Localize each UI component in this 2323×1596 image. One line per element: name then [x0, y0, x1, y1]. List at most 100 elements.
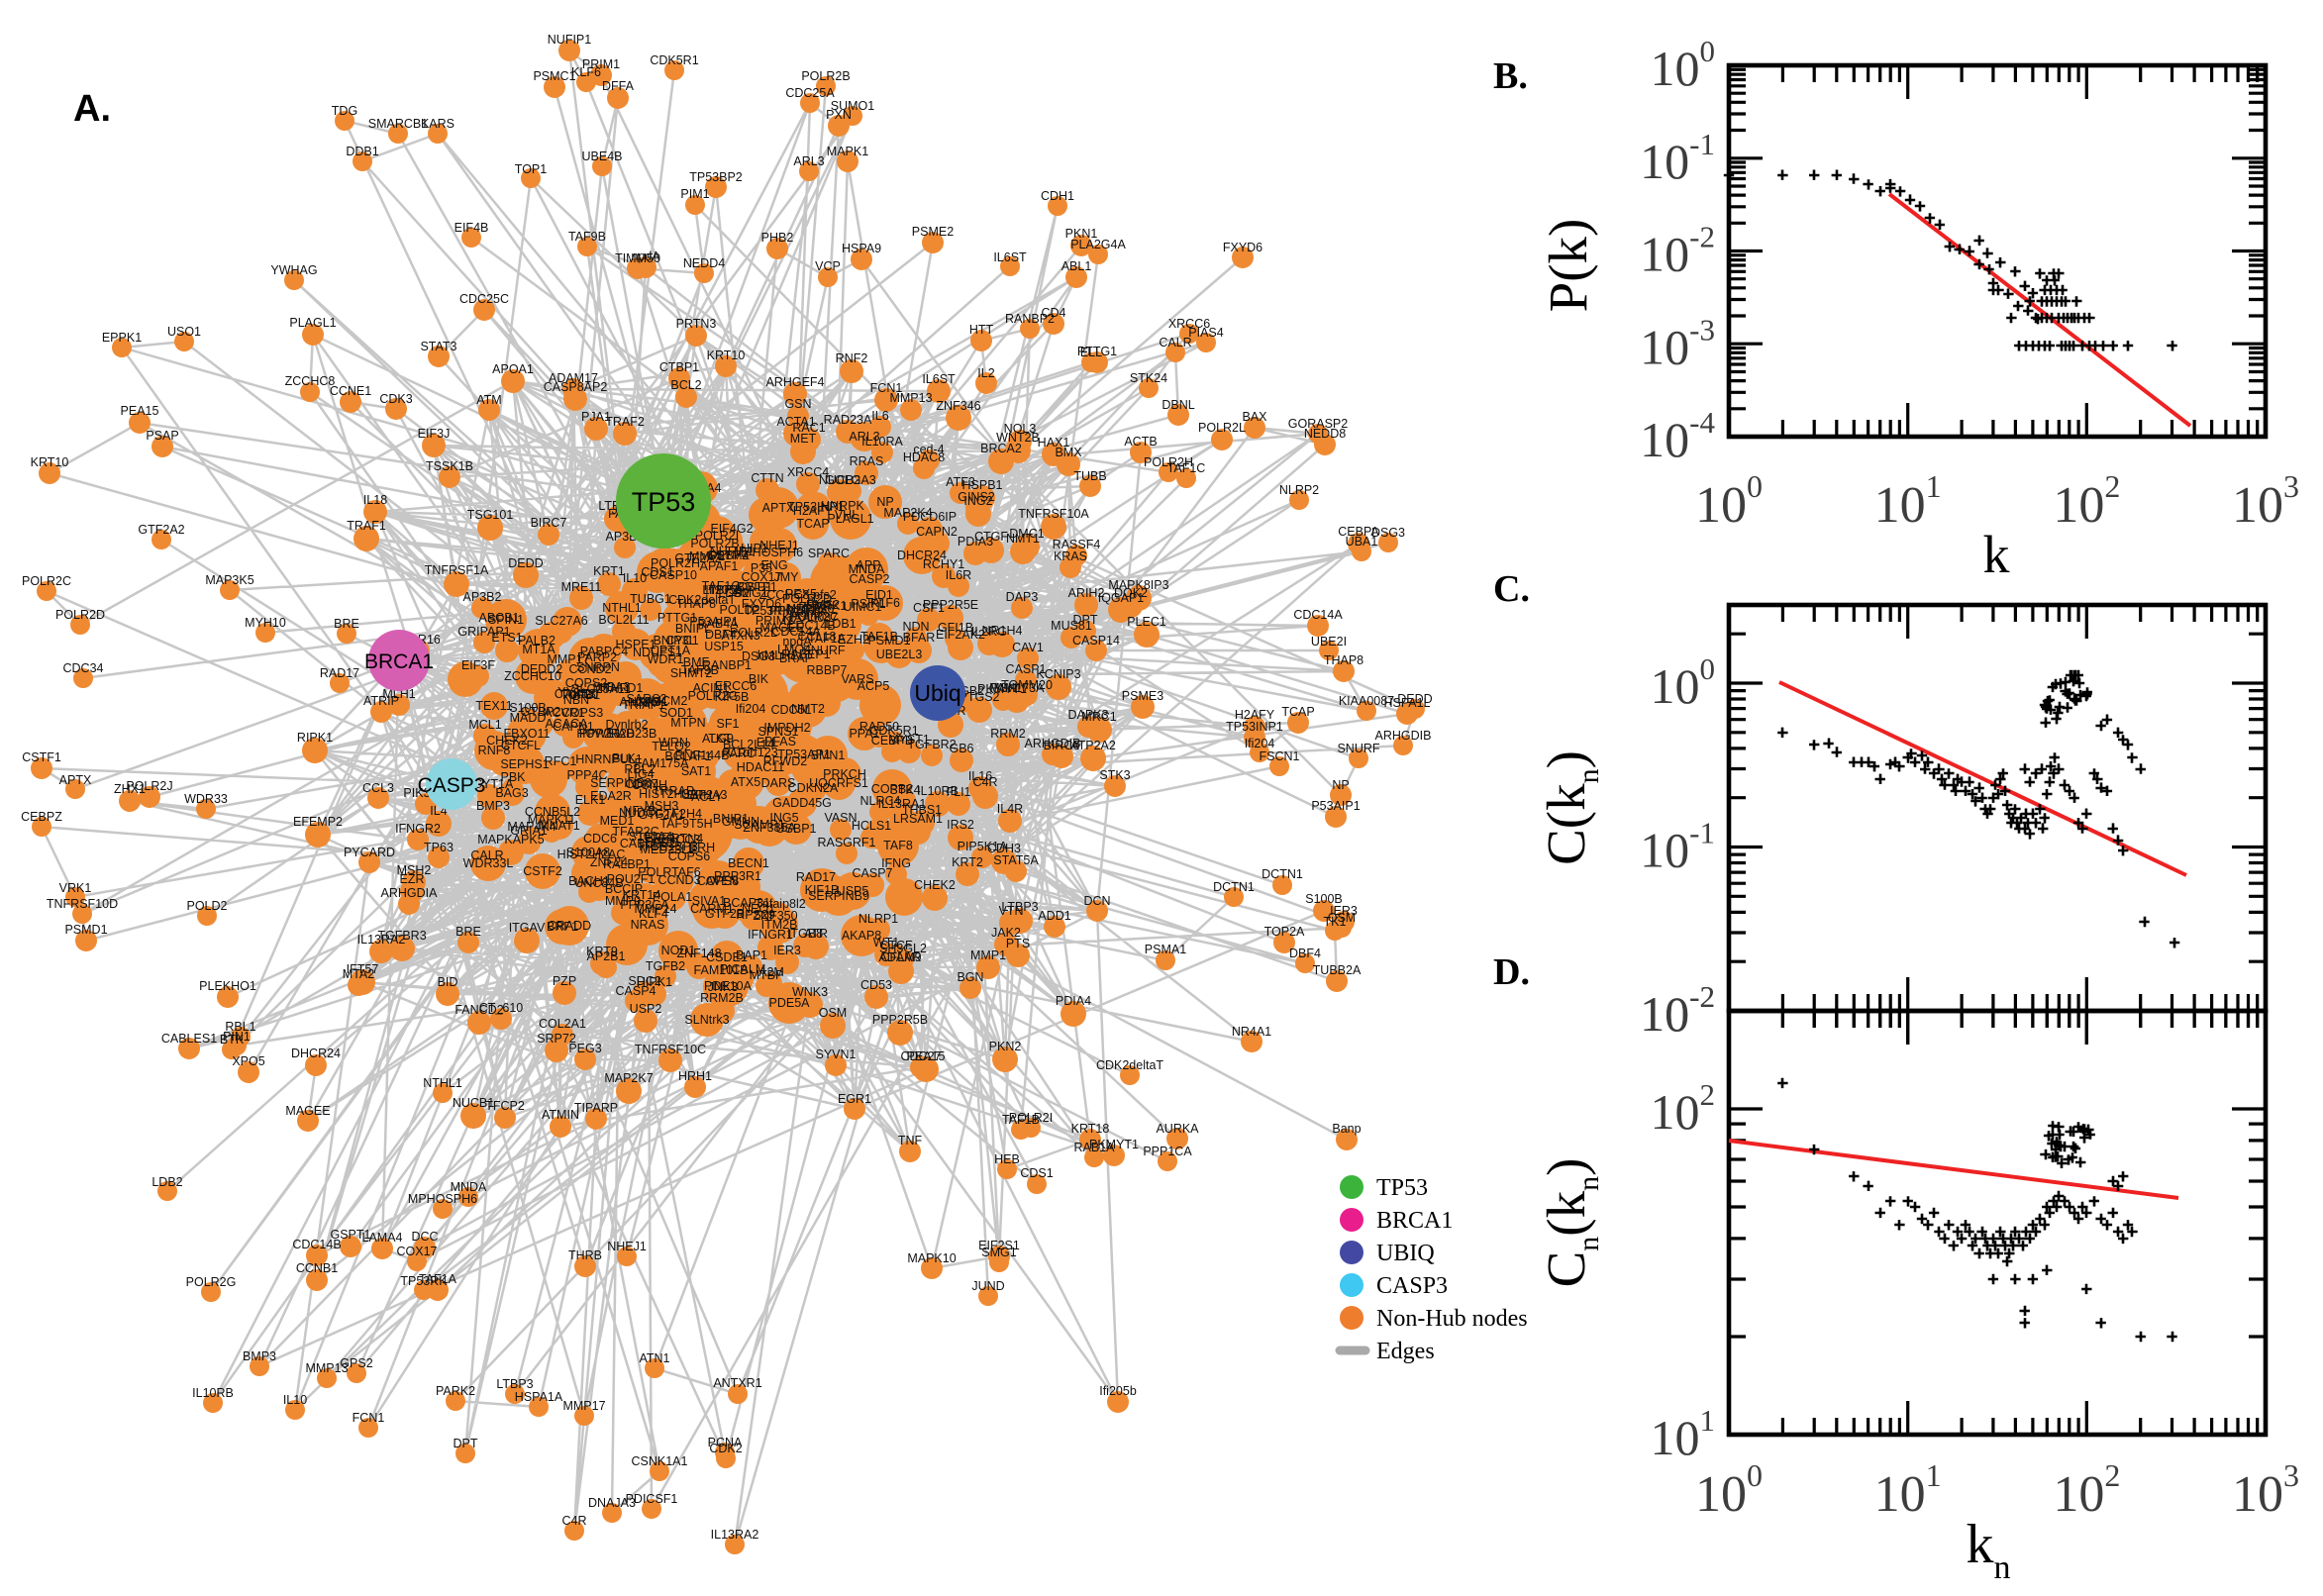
svg-text:CDC25C: CDC25C	[459, 292, 509, 306]
svg-text:HRK: HRK	[630, 696, 656, 710]
svg-text:TUBB: TUBB	[1073, 469, 1106, 483]
svg-text:SIVA1: SIVA1	[692, 894, 727, 908]
svg-text:PMS2: PMS2	[806, 598, 840, 612]
svg-text:DCTN1: DCTN1	[1213, 880, 1255, 894]
svg-text:SF1: SF1	[717, 717, 740, 731]
svg-text:TGFBR3: TGFBR3	[377, 929, 426, 943]
svg-text:PDE10A: PDE10A	[704, 979, 753, 993]
svg-text:FCN1: FCN1	[353, 1411, 385, 1425]
svg-text:MRPL36: MRPL36	[786, 602, 835, 616]
svg-text:EGR1: EGR1	[838, 1092, 871, 1106]
svg-text:PEX5: PEX5	[785, 587, 817, 601]
svg-text:ACACA: ACACA	[545, 717, 588, 731]
svg-text:PYCARD: PYCARD	[344, 846, 395, 859]
svg-text:EIF4G2: EIF4G2	[710, 522, 753, 536]
svg-text:GTF2A2: GTF2A2	[138, 523, 184, 537]
svg-text:HSPA9: HSPA9	[842, 242, 881, 255]
svg-text:CDC14A: CDC14A	[1293, 608, 1343, 622]
svg-text:LTBP3: LTBP3	[496, 1377, 533, 1391]
svg-text:TP53INP1: TP53INP1	[1226, 720, 1283, 734]
svg-text:HEB: HEB	[994, 1152, 1020, 1166]
svg-text:KRAS: KRAS	[1054, 549, 1087, 563]
svg-text:UBE4B: UBE4B	[582, 150, 623, 163]
svg-text:PIAS4: PIAS4	[1188, 326, 1223, 340]
svg-text:BRCA2: BRCA2	[980, 442, 1022, 455]
svg-text:PDIA3: PDIA3	[958, 535, 993, 549]
svg-text:PDE5A: PDE5A	[769, 996, 811, 1010]
svg-text:POLR2L: POLR2L	[730, 626, 777, 640]
svg-text:TAF1C: TAF1C	[1167, 461, 1206, 475]
svg-text:DCC: DCC	[411, 1230, 438, 1244]
svg-text:FAM101B: FAM101B	[694, 963, 749, 977]
svg-text:KRT9: KRT9	[586, 945, 618, 958]
svg-text:HNRNPUL1: HNRNPUL1	[575, 752, 642, 766]
svg-text:SERPINB9: SERPINB9	[808, 889, 869, 903]
svg-text:MRC1: MRC1	[1081, 710, 1116, 724]
svg-text:PLA2G4A: PLA2G4A	[1070, 238, 1126, 251]
svg-text:YY1: YY1	[557, 685, 581, 699]
svg-text:HTT: HTT	[969, 323, 994, 337]
svg-text:TOMM20: TOMM20	[1001, 678, 1053, 692]
svg-text:LAMA4: LAMA4	[362, 1231, 403, 1245]
svg-text:NLRP2: NLRP2	[1279, 483, 1319, 497]
svg-text:NOL3: NOL3	[1004, 422, 1037, 436]
svg-text:ITGAV: ITGAV	[509, 921, 546, 935]
svg-text:IL2RG: IL2RG	[971, 625, 1007, 639]
svg-text:ELL: ELL	[1080, 346, 1102, 359]
svg-text:MET: MET	[790, 432, 817, 446]
svg-text:NOD1: NOD1	[661, 944, 696, 957]
svg-text:TAF9B: TAF9B	[681, 663, 719, 677]
svg-text:DCTN1: DCTN1	[1262, 867, 1303, 881]
svg-text:CDK2deltaT: CDK2deltaT	[1096, 1058, 1163, 1072]
svg-text:CTTN: CTTN	[751, 471, 783, 485]
svg-text:PIN1: PIN1	[223, 1030, 251, 1044]
svg-text:BAX: BAX	[1242, 410, 1267, 424]
svg-text:TSG101: TSG101	[467, 508, 514, 522]
svg-text:POLA1: POLA1	[653, 890, 692, 904]
svg-text:MNAT1: MNAT1	[539, 819, 579, 833]
svg-text:PKMYT1: PKMYT1	[1089, 1138, 1139, 1151]
svg-text:BCL2L11: BCL2L11	[598, 613, 649, 627]
svg-text:MAPK11: MAPK11	[528, 813, 575, 827]
svg-text:CASP2: CASP2	[850, 572, 890, 586]
svg-text:BNIP1: BNIP1	[713, 812, 749, 826]
svg-text:ETS1: ETS1	[491, 631, 522, 645]
svg-text:PALB2: PALB2	[518, 634, 556, 648]
svg-text:ADAM9: ADAM9	[878, 950, 921, 964]
svg-text:ZNF346: ZNF346	[936, 399, 980, 413]
svg-text:DOK2: DOK2	[1114, 586, 1148, 600]
svg-text:VRK1: VRK1	[59, 881, 92, 895]
svg-text:BIRC7: BIRC7	[531, 516, 567, 530]
svg-text:SERPINB8: SERPINB8	[590, 776, 652, 790]
svg-text:BMP3: BMP3	[476, 799, 510, 813]
svg-text:IL6R: IL6R	[946, 568, 971, 582]
svg-text:CEBPZ: CEBPZ	[708, 549, 750, 562]
svg-text:BRAP: BRAP	[779, 651, 813, 665]
svg-text:UBIQ: UBIQ	[1376, 1241, 1435, 1266]
svg-text:RASGRF1: RASGRF1	[817, 836, 875, 849]
svg-text:DEDD: DEDD	[1397, 692, 1432, 706]
svg-text:S100A8: S100A8	[566, 846, 611, 859]
svg-text:USP2: USP2	[630, 1002, 662, 1016]
svg-text:CDK2: CDK2	[709, 1442, 742, 1455]
svg-text:LIG4: LIG4	[627, 767, 654, 781]
svg-text:MNDA: MNDA	[849, 562, 885, 576]
svg-text:ACTA1: ACTA1	[776, 415, 815, 429]
svg-text:hMLH1: hMLH1	[758, 648, 797, 662]
svg-text:MAGEE: MAGEE	[759, 621, 804, 635]
svg-text:PSMD1: PSMD1	[867, 634, 910, 648]
svg-text:PXN: PXN	[826, 108, 852, 122]
svg-text:NEDD4: NEDD4	[683, 256, 725, 270]
svg-text:WDR1: WDR1	[648, 652, 684, 666]
svg-text:ARHGEF4: ARHGEF4	[765, 375, 824, 389]
svg-text:IL10: IL10	[623, 571, 647, 585]
svg-text:DNAJA3: DNAJA3	[588, 1496, 636, 1510]
svg-text:SEPHS1: SEPHS1	[500, 757, 549, 771]
svg-text:PSIP1: PSIP1	[851, 597, 885, 611]
svg-text:CCNE1: CCNE1	[330, 384, 371, 398]
svg-text:BFAR: BFAR	[903, 631, 936, 645]
svg-text:CASP14: CASP14	[1072, 634, 1120, 648]
svg-text:NUFIP1: NUFIP1	[548, 33, 592, 47]
svg-text:THAP8: THAP8	[676, 597, 716, 611]
svg-text:MCM2: MCM2	[652, 694, 688, 708]
